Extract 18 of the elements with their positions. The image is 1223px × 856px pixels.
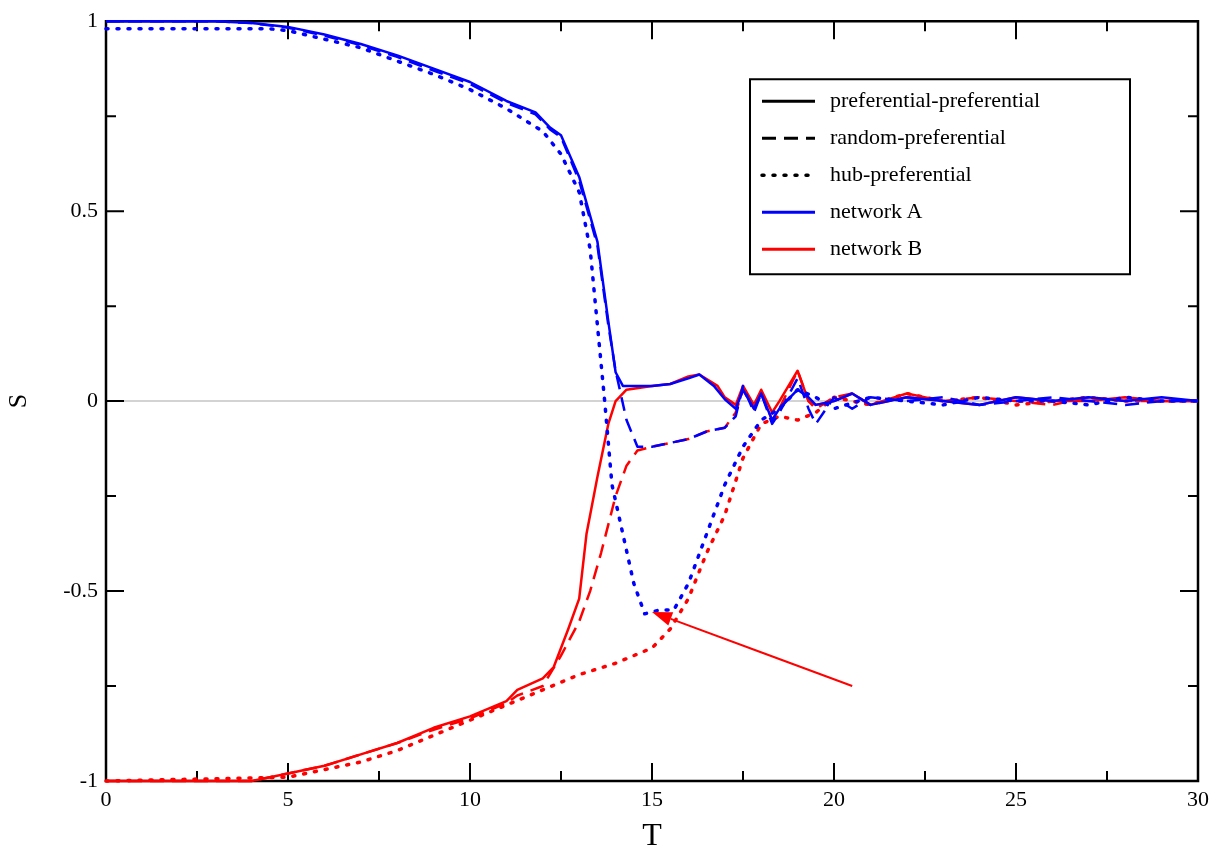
- x-tick-label: 10: [459, 785, 481, 811]
- x-axis-title: T: [642, 816, 663, 853]
- legend-label: network A: [830, 197, 923, 223]
- y-tick-label: 0.5: [70, 196, 98, 222]
- legend-label: network B: [830, 234, 923, 260]
- legend-label: random-preferential: [830, 123, 1006, 149]
- x-tick-label: 30: [1187, 785, 1209, 811]
- y-tick-label: -1: [79, 766, 98, 792]
- y-tick-label: 1: [87, 6, 98, 32]
- x-tick-label: 25: [1005, 785, 1027, 811]
- y-tick-label: 0: [87, 386, 98, 412]
- legend-label: preferential-preferential: [830, 86, 1041, 112]
- y-axis-title: S: [3, 393, 33, 409]
- x-tick-label: 15: [641, 785, 663, 811]
- legend-label: hub-preferential: [830, 160, 972, 186]
- x-tick-label: 5: [282, 785, 294, 811]
- y-tick-label: -0.5: [63, 576, 98, 602]
- x-tick-label: 20: [823, 785, 845, 811]
